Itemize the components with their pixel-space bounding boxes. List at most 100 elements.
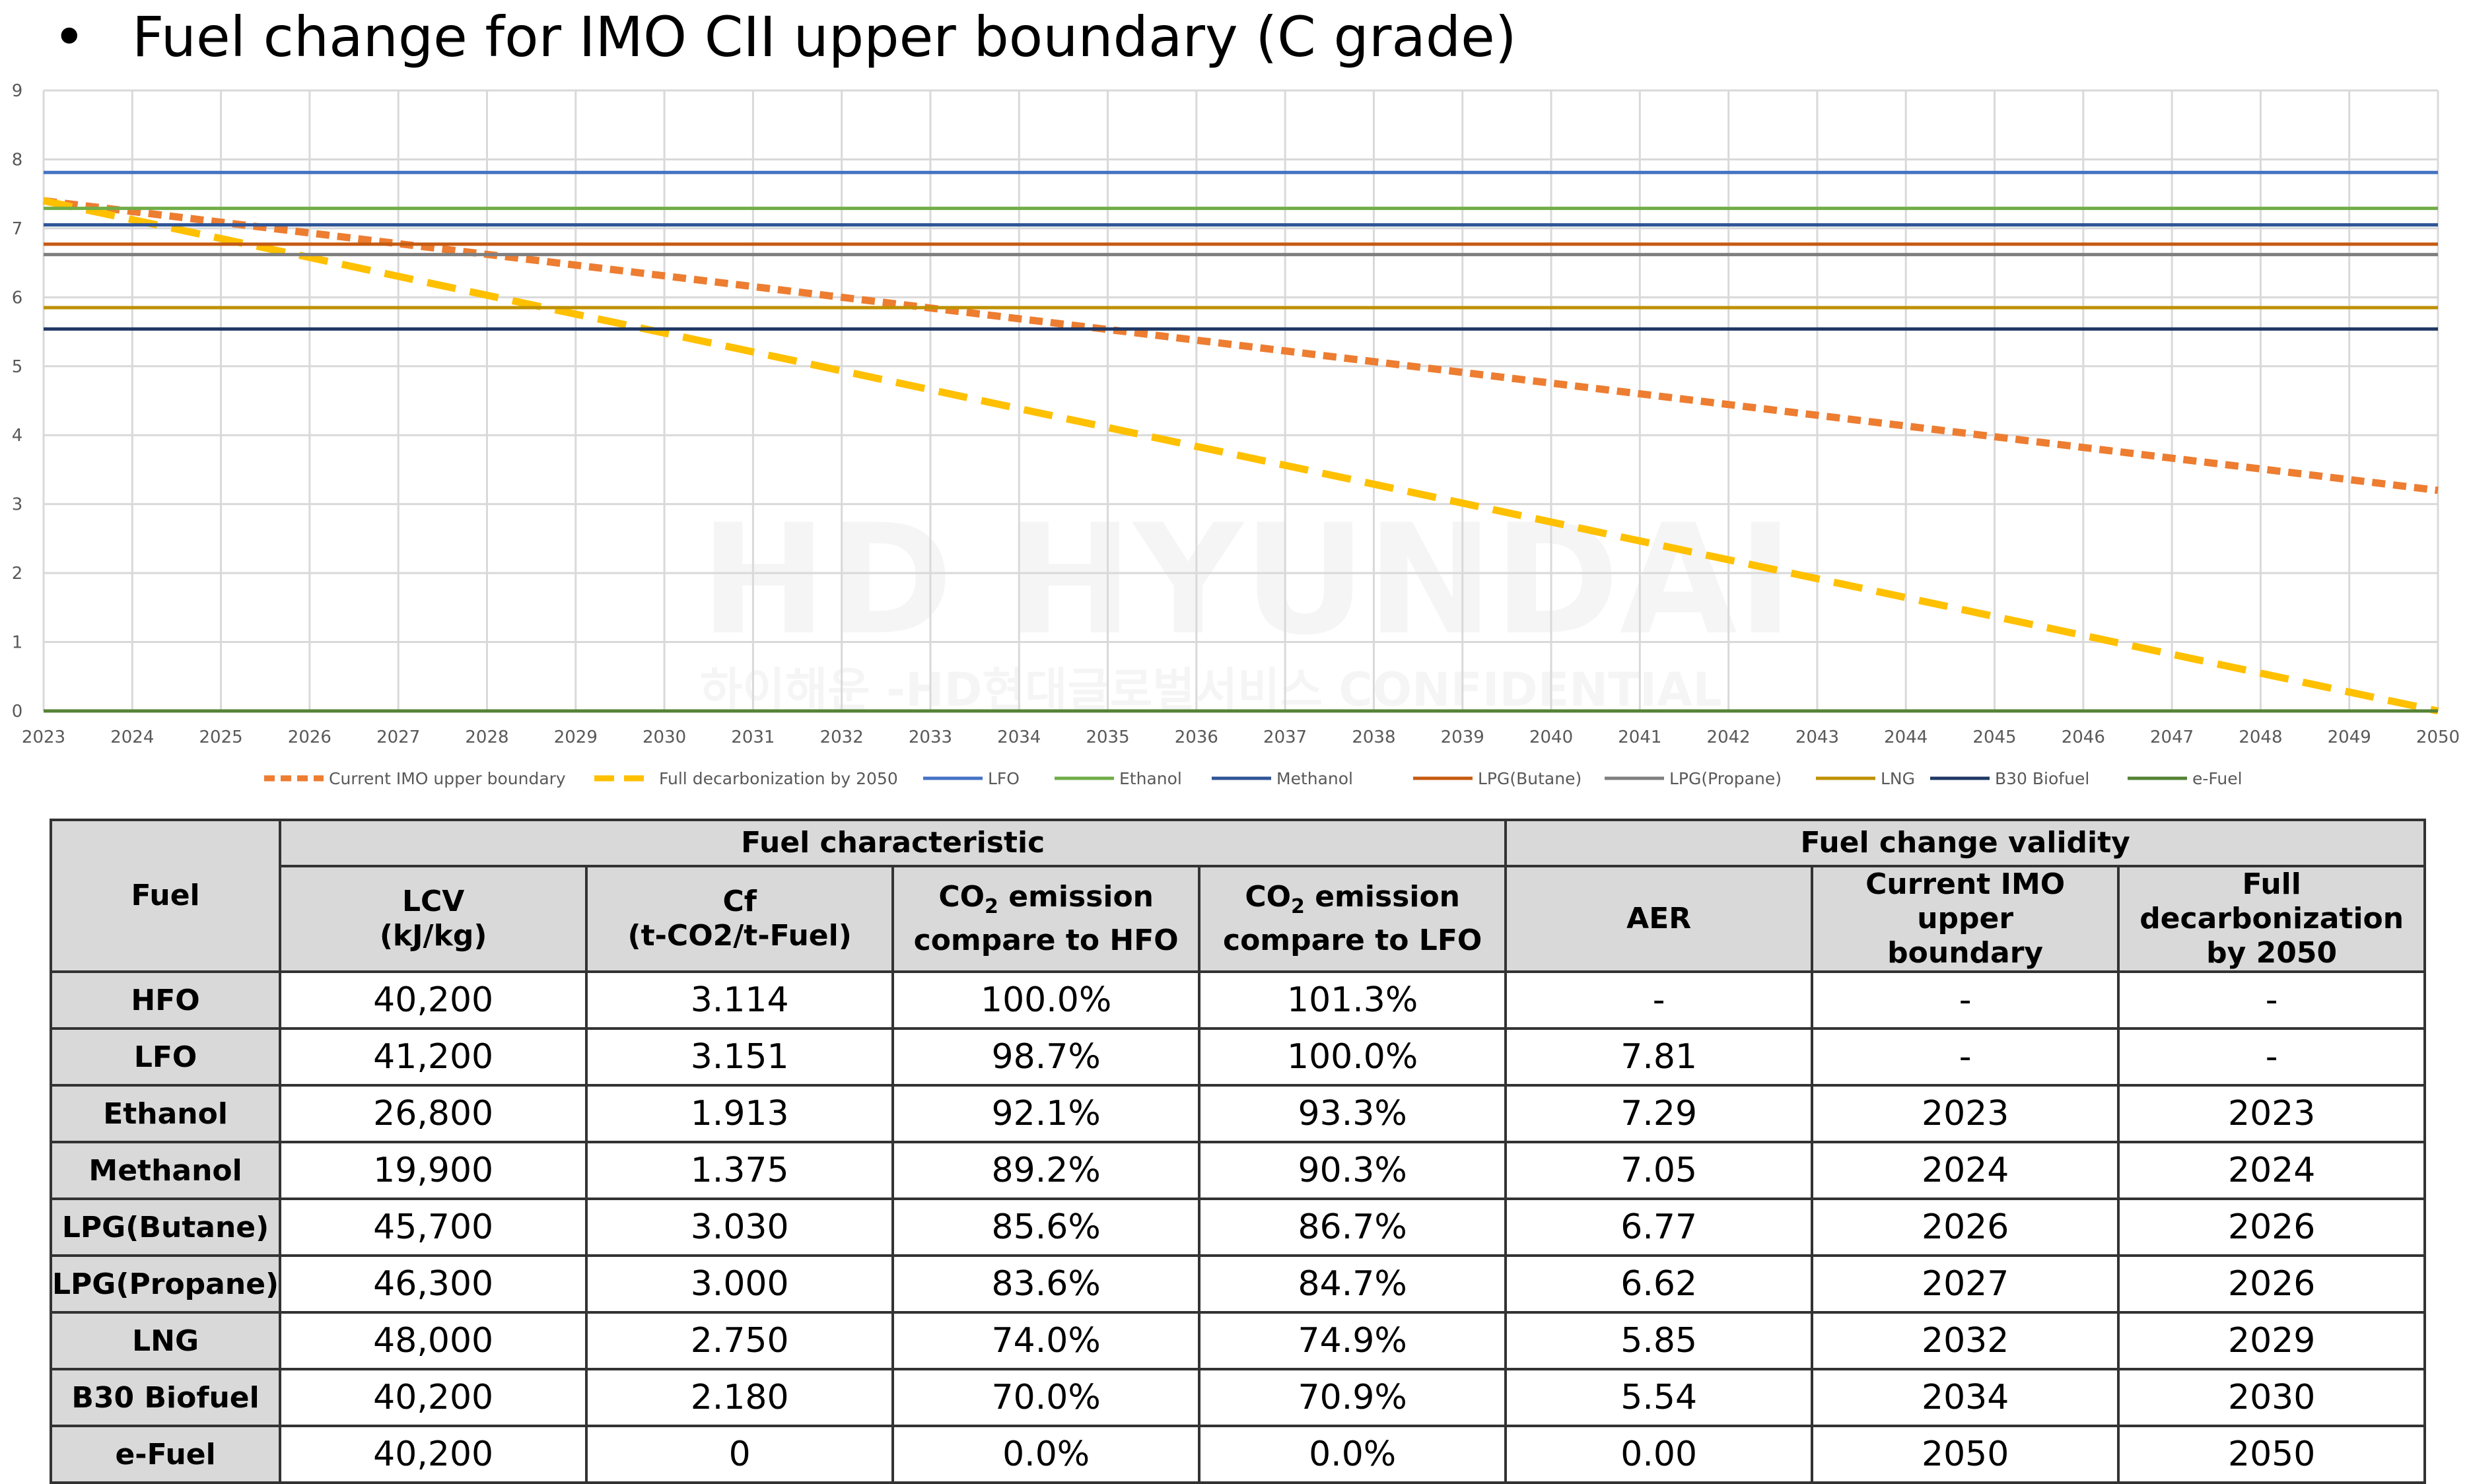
cell-cf: 3.151 xyxy=(585,1027,895,1087)
bullet: • xyxy=(53,5,86,69)
cell-fuel: LFO xyxy=(49,1027,282,1087)
y-axis: 0 1 2 3 4 5 6 7 8 9 xyxy=(12,81,23,722)
cell-hfo: 100.0% xyxy=(891,970,1201,1030)
legend-label: Ethanol xyxy=(1119,769,1182,788)
cell-hfo: 98.7% xyxy=(891,1027,1201,1087)
chart-legend: Current IMO upper boundary Full decarboni… xyxy=(264,769,2243,788)
header-cf-line2: (t-CO2/t-Fuel) xyxy=(627,919,852,953)
y-tick-label: 7 xyxy=(12,219,23,239)
cell-aer: 5.54 xyxy=(1504,1368,1814,1427)
x-tick-label: 2035 xyxy=(1086,727,1129,747)
cell-lfo: 84.7% xyxy=(1198,1254,1508,1314)
cell-fuel: Methanol xyxy=(49,1141,282,1200)
header-cf-line1: Cf xyxy=(722,885,757,918)
legend-label: LFO xyxy=(988,769,1020,788)
header-full-line1: Full decarbonization xyxy=(2139,867,2404,935)
table-row: LPG(Propane) 46,300 3.000 83.6% 84.7% 6.… xyxy=(49,1254,2427,1314)
header-imo-line1: Current IMO upper xyxy=(1865,867,2066,935)
header-co2-lfo: CO2 emission compare to LFO xyxy=(1198,865,1508,973)
table-row: Ethanol 26,800 1.913 92.1% 93.3% 7.29 20… xyxy=(49,1084,2427,1143)
header-lcv-line1: LCV xyxy=(401,885,465,918)
cell-hfo: 74.0% xyxy=(891,1311,1201,1370)
cell-lcv: 41,200 xyxy=(279,1027,588,1087)
x-tick-label: 2039 xyxy=(1441,727,1484,747)
series-line-full-decarbonization-by-2050 xyxy=(42,197,2439,715)
header-co2-hfo-co: CO xyxy=(938,879,985,914)
legend-label: LNG xyxy=(1881,769,1915,788)
cell-cf: 1.913 xyxy=(585,1084,895,1143)
x-tick-label: 2046 xyxy=(2062,727,2105,747)
legend-label: Current IMO upper boundary xyxy=(329,769,566,788)
legend-label: e-Fuel xyxy=(2192,769,2243,788)
x-tick-label: 2031 xyxy=(731,727,775,747)
x-tick-label: 2044 xyxy=(1884,727,1928,747)
cell-cf: 2.750 xyxy=(585,1311,895,1370)
header-co2-hfo-line2: compare to HFO xyxy=(913,924,1179,958)
header-co2-hfo-sub: 2 xyxy=(985,894,998,918)
legend-label: B30 Biofuel xyxy=(1995,769,2089,788)
x-tick-label: 2032 xyxy=(820,727,864,747)
table-row: HFO 40,200 3.114 100.0% 101.3% - - - xyxy=(49,970,2427,1030)
cell-full: 2024 xyxy=(2117,1141,2427,1200)
x-tick-label: 2041 xyxy=(1618,727,1661,747)
header-full-line2: by 2050 xyxy=(2206,936,2338,970)
y-tick-label: 3 xyxy=(12,495,23,515)
x-tick-label: 2024 xyxy=(110,727,154,747)
cell-lfo: 86.7% xyxy=(1198,1197,1508,1257)
header-imo: Current IMO upper boundary xyxy=(1811,865,2120,973)
header-imo-line2: boundary xyxy=(1887,936,2044,970)
cell-fuel: LPG(Propane) xyxy=(49,1254,282,1314)
x-tick-label: 2036 xyxy=(1175,727,1218,747)
header-fuel-change-validity: Fuel change validity xyxy=(1504,819,2427,867)
chart-grid xyxy=(42,89,2439,712)
x-tick-label: 2037 xyxy=(1263,727,1307,747)
cell-full: 2026 xyxy=(2117,1197,2427,1257)
cell-aer: 5.85 xyxy=(1504,1311,1814,1370)
cell-full: 2030 xyxy=(2117,1368,2427,1427)
cell-lfo: 90.3% xyxy=(1198,1141,1508,1200)
page-title: • Fuel change for IMO CII upper boundary … xyxy=(53,4,1517,70)
x-tick-label: 2042 xyxy=(1707,727,1751,747)
x-tick-label: 2029 xyxy=(554,727,598,747)
header-co2-lfo-line2: compare to LFO xyxy=(1223,924,1482,958)
x-tick-label: 2038 xyxy=(1352,727,1395,747)
cell-imo: 2026 xyxy=(1811,1197,2120,1257)
cell-imo: 2023 xyxy=(1811,1084,2120,1143)
cell-lcv: 45,700 xyxy=(279,1197,588,1257)
cell-lfo: 101.3% xyxy=(1198,970,1508,1030)
cell-cf: 2.180 xyxy=(585,1368,895,1427)
cell-lcv: 48,000 xyxy=(279,1311,588,1370)
cell-hfo: 89.2% xyxy=(891,1141,1201,1200)
cell-imo: 2050 xyxy=(1811,1425,2120,1484)
cell-lfo: 74.9% xyxy=(1198,1311,1508,1370)
x-tick-label: 2040 xyxy=(1529,727,1573,747)
table-row: LNG 48,000 2.750 74.0% 74.9% 5.85 2032 2… xyxy=(49,1311,2427,1370)
table-row: Methanol 19,900 1.375 89.2% 90.3% 7.05 2… xyxy=(49,1141,2427,1200)
y-tick-label: 6 xyxy=(12,288,23,308)
x-tick-label: 2034 xyxy=(997,727,1041,747)
cell-imo: 2024 xyxy=(1811,1141,2120,1200)
cell-aer: 0.00 xyxy=(1504,1425,1814,1484)
cell-aer: - xyxy=(1504,970,1814,1030)
x-tick-label: 2028 xyxy=(465,727,508,747)
fuel-table: Fuel Fuel characteristic Fuel change val… xyxy=(49,819,2427,1484)
cell-lfo: 93.3% xyxy=(1198,1084,1508,1143)
cell-imo: 2032 xyxy=(1811,1311,2120,1370)
cell-imo: 2027 xyxy=(1811,1254,2120,1314)
cell-cf: 0 xyxy=(585,1425,895,1484)
legend-label: Full decarbonization by 2050 xyxy=(659,769,898,788)
cell-lcv: 40,200 xyxy=(279,970,588,1030)
cell-hfo: 92.1% xyxy=(891,1084,1201,1143)
y-tick-label: 4 xyxy=(12,426,23,446)
x-tick-label: 2043 xyxy=(1795,727,1839,747)
cell-lcv: 26,800 xyxy=(279,1084,588,1143)
cell-aer: 6.62 xyxy=(1504,1254,1814,1314)
legend-label: LPG(Butane) xyxy=(1478,769,1582,788)
x-tick-label: 2023 xyxy=(22,727,65,747)
cell-fuel: e-Fuel xyxy=(49,1425,282,1484)
cell-aer: 7.05 xyxy=(1504,1141,1814,1200)
cell-full: 2050 xyxy=(2117,1425,2427,1484)
legend-label: LPG(Propane) xyxy=(1669,769,1782,788)
y-tick-label: 1 xyxy=(12,633,23,653)
